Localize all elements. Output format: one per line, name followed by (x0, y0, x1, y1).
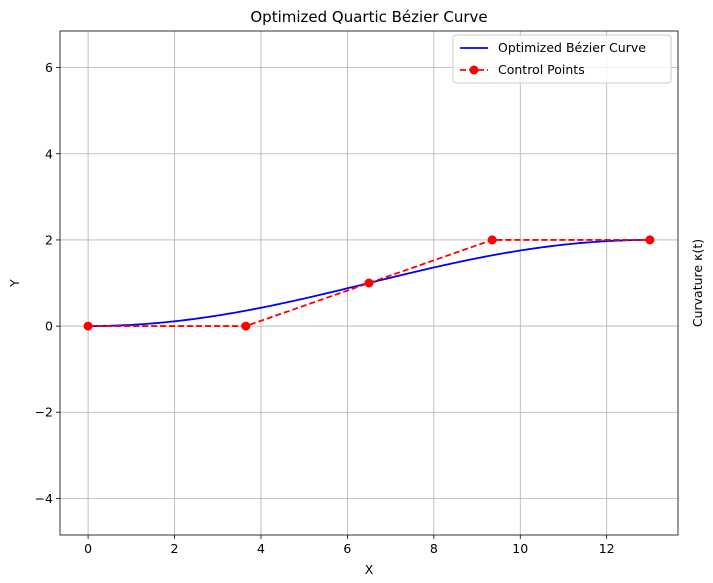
axes-border (59, 30, 679, 536)
y-tick-label: −4 (35, 491, 53, 506)
y-tick-label: −2 (35, 405, 53, 420)
control-point-marker (645, 235, 655, 245)
series-layer (83, 235, 655, 331)
y-tick-label: 4 (45, 146, 53, 161)
y-tick-label: 2 (45, 232, 53, 247)
x-tick-label: 12 (599, 541, 615, 556)
x-axis-label: X (365, 562, 374, 577)
control-point-marker (364, 278, 374, 288)
x-tick-label: 4 (257, 541, 265, 556)
legend-label-control: Control Points (498, 62, 585, 77)
legend-label-curve: Optimized Bézier Curve (498, 40, 646, 55)
x-tick-label: 6 (343, 541, 351, 556)
control-point-marker (241, 321, 251, 331)
y-tick-label: 6 (45, 60, 53, 75)
control-point-marker (487, 235, 497, 245)
axes: 0 2 4 6 8 10 12 −4 −2 0 2 4 6 (35, 30, 679, 556)
y-axis-label: Y (7, 279, 22, 288)
x-tick-label: 10 (512, 541, 528, 556)
x-tick-label: 2 (171, 541, 179, 556)
y-tick-label: 0 (45, 319, 53, 334)
x-tick-label: 8 (430, 541, 438, 556)
legend-marker-control (469, 65, 479, 75)
legend: Optimized Bézier Curve Control Points (452, 34, 672, 84)
x-tick-label: 0 (84, 541, 92, 556)
grid (60, 31, 678, 535)
legend-box (452, 34, 672, 84)
right-axis-label: Curvature κ(t) (690, 239, 705, 327)
chart-title: Optimized Quartic Bézier Curve (250, 8, 487, 26)
control-point-marker (83, 321, 93, 331)
